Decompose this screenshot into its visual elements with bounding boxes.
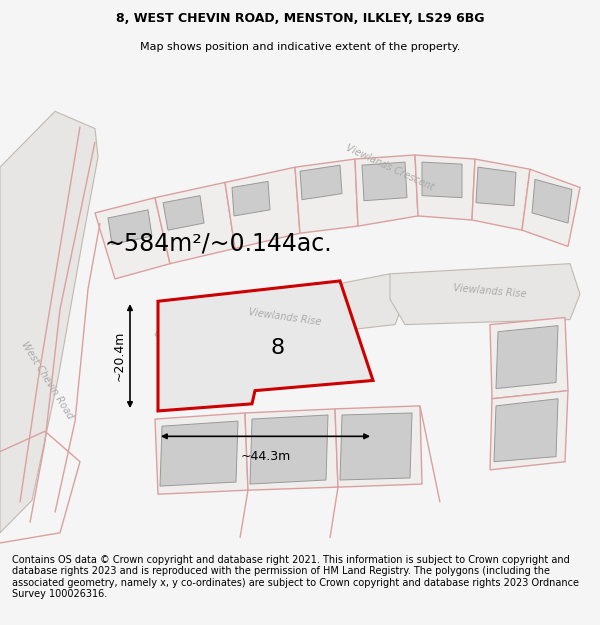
- Polygon shape: [295, 159, 358, 233]
- Polygon shape: [0, 111, 98, 532]
- Text: Viewlands Rise: Viewlands Rise: [248, 308, 322, 328]
- Text: West Chevin Road: West Chevin Road: [19, 340, 75, 421]
- Polygon shape: [108, 210, 152, 244]
- Text: ~20.4m: ~20.4m: [113, 331, 126, 381]
- Polygon shape: [355, 155, 418, 226]
- Polygon shape: [163, 196, 204, 230]
- Polygon shape: [490, 391, 568, 470]
- Polygon shape: [155, 413, 248, 494]
- Polygon shape: [490, 318, 568, 399]
- Polygon shape: [522, 169, 580, 246]
- Polygon shape: [532, 179, 572, 223]
- Polygon shape: [155, 182, 235, 264]
- Polygon shape: [225, 167, 300, 248]
- Polygon shape: [158, 281, 373, 411]
- Polygon shape: [95, 198, 170, 279]
- Text: Map shows position and indicative extent of the property.: Map shows position and indicative extent…: [140, 42, 460, 52]
- Polygon shape: [160, 421, 238, 486]
- Text: Viewlands Crescent: Viewlands Crescent: [344, 142, 436, 192]
- Polygon shape: [472, 159, 530, 230]
- Polygon shape: [415, 155, 475, 220]
- Text: Viewlands Rise: Viewlands Rise: [453, 283, 527, 299]
- Polygon shape: [300, 165, 342, 200]
- Polygon shape: [422, 162, 462, 198]
- Polygon shape: [494, 399, 558, 462]
- Polygon shape: [245, 409, 338, 490]
- Polygon shape: [496, 326, 558, 389]
- Text: Contains OS data © Crown copyright and database right 2021. This information is : Contains OS data © Crown copyright and d…: [12, 554, 579, 599]
- Text: ~584m²/~0.144ac.: ~584m²/~0.144ac.: [104, 231, 332, 256]
- Polygon shape: [232, 181, 270, 216]
- Polygon shape: [250, 415, 328, 484]
- Polygon shape: [362, 162, 407, 201]
- Text: 8, WEST CHEVIN ROAD, MENSTON, ILKLEY, LS29 6BG: 8, WEST CHEVIN ROAD, MENSTON, ILKLEY, LS…: [116, 12, 484, 25]
- Polygon shape: [476, 167, 516, 206]
- Text: ~44.3m: ~44.3m: [241, 449, 290, 462]
- Polygon shape: [340, 413, 412, 480]
- Polygon shape: [390, 264, 580, 324]
- Polygon shape: [335, 406, 422, 487]
- Text: 8: 8: [271, 338, 285, 358]
- Polygon shape: [155, 274, 405, 350]
